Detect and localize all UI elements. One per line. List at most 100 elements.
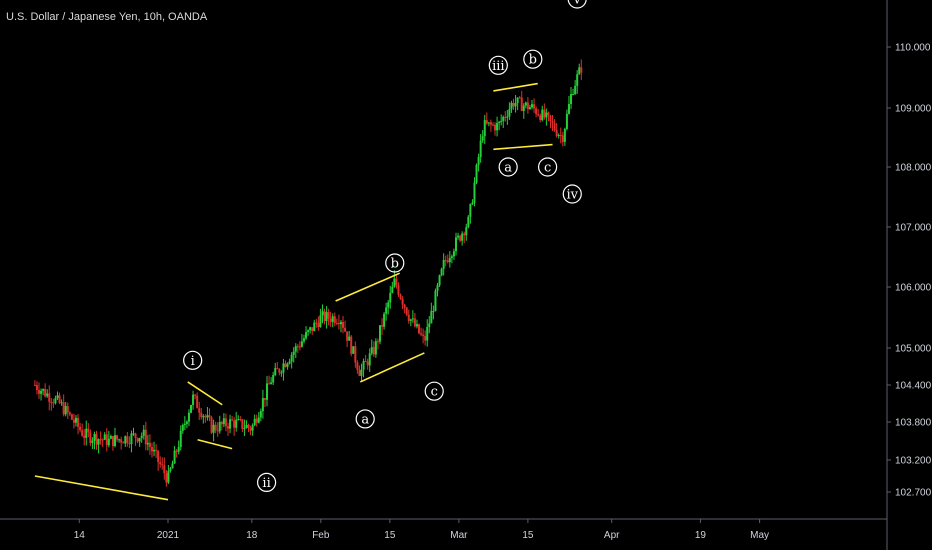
candle-body [185, 421, 188, 424]
candle-body [500, 121, 503, 123]
candle-body [567, 104, 570, 114]
candle-body [109, 436, 112, 439]
candle-body [541, 109, 544, 121]
x-tick-label: 14 [74, 530, 86, 541]
candle-body [37, 390, 40, 394]
candle-body [120, 439, 123, 443]
candle-body [428, 323, 431, 327]
wave-label-b: b [385, 253, 405, 273]
candle-body [535, 108, 538, 115]
wave-label-c: c [424, 381, 444, 401]
candle-body [307, 330, 310, 333]
candle-body [175, 450, 178, 452]
candle-body [393, 278, 396, 287]
x-tick-label: May [750, 530, 769, 541]
candle-body [387, 302, 390, 308]
x-tick-label: 2021 [157, 530, 180, 541]
wave-label-c: c [538, 157, 558, 177]
candle-body [469, 204, 472, 217]
y-tick-label: 103.200 [895, 456, 932, 467]
candle-body [420, 333, 423, 335]
candle-body [278, 369, 281, 373]
candle-body [128, 443, 131, 445]
candle-body [524, 102, 527, 106]
wave-label-text: v [573, 0, 582, 8]
candle-body [475, 164, 478, 183]
candle-body [364, 361, 367, 363]
candle-body [179, 430, 182, 448]
candle-body [196, 395, 199, 409]
time-axis: 14 2021 18 Feb 15 Mar 15 Apr 19 May [74, 519, 769, 541]
candle-body [360, 369, 363, 376]
candle-body [93, 434, 96, 441]
candle-body [268, 383, 271, 385]
candle-body [446, 260, 449, 263]
x-tick-label: 18 [246, 530, 258, 541]
candle-body [352, 346, 355, 354]
candle-body [212, 424, 215, 433]
candle-body [522, 105, 525, 111]
candle-body [391, 286, 394, 293]
candle-body [85, 428, 88, 438]
candle-body [214, 424, 217, 431]
candle-body [327, 312, 330, 319]
candle-body [454, 237, 457, 252]
candle-body [62, 402, 65, 415]
candle-body [533, 104, 536, 109]
x-tick-label: 15 [384, 530, 396, 541]
candle-body [430, 311, 433, 324]
candle-body [520, 97, 523, 111]
candle-body [54, 398, 57, 404]
candle-body [563, 128, 566, 142]
candle-body [411, 318, 414, 320]
candle-body [389, 292, 392, 303]
candle-body [481, 136, 484, 141]
candle-body [91, 440, 94, 443]
candle-body [426, 326, 429, 341]
candle-body [183, 423, 186, 425]
candle-body [422, 334, 425, 336]
wave-label-circle [562, 184, 582, 204]
candle-body [358, 369, 361, 376]
candle-body [494, 124, 497, 131]
candle-body [282, 363, 285, 373]
candle-body [461, 233, 464, 241]
candle-body [263, 398, 266, 400]
candle-body [504, 116, 507, 118]
candle-body [40, 390, 43, 394]
trendline [187, 381, 223, 406]
candle-body [124, 436, 127, 444]
candle-body [467, 216, 470, 228]
candle-body [72, 419, 75, 423]
trendline [197, 438, 233, 450]
wave-label-text: iii [492, 59, 504, 74]
x-tick-label: 19 [695, 530, 707, 541]
candle-body [399, 294, 402, 299]
candle-body [74, 417, 77, 423]
candle-body [537, 114, 540, 116]
candle-body [370, 347, 373, 354]
y-tick-label: 110.000 [895, 43, 931, 54]
candle-body [48, 393, 51, 402]
candle-body [220, 421, 223, 425]
trendline [335, 272, 401, 302]
candle-body [157, 450, 160, 463]
candle-body [298, 346, 301, 348]
candle-body [510, 102, 513, 110]
candle-body [543, 109, 546, 118]
wave-label-text: c [431, 385, 438, 400]
candle-body [167, 470, 170, 483]
wave-label-text: a [504, 161, 512, 176]
candle-body [270, 382, 273, 385]
candle-body [216, 430, 219, 432]
candle-body [331, 316, 334, 322]
candle-body [553, 123, 556, 131]
wave-label-text: ii [262, 476, 270, 491]
candle-body [118, 439, 121, 441]
candle-body [103, 434, 106, 440]
candle-body [132, 433, 135, 435]
candle-body [83, 435, 86, 438]
candle-body [457, 235, 460, 238]
candle-body [378, 325, 381, 342]
candle-body [190, 404, 193, 413]
